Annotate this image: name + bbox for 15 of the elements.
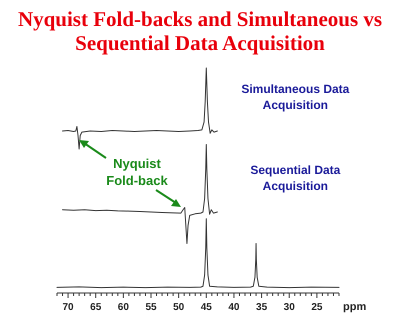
text: Simultaneous Data Acquisition: [241, 82, 350, 112]
x-tick-label: 40: [228, 302, 240, 313]
x-tick-label: 45: [200, 302, 212, 313]
text: Sequential Data Acquisition: [250, 163, 341, 193]
x-tick-label: 70: [62, 302, 74, 313]
x-tick-label: 55: [145, 302, 157, 313]
chart-title: Nyquist Fold-backs and Simultaneous vs Sequential Data Acquisition: [18, 7, 382, 55]
annotation: Nyquist Fold-back: [106, 156, 168, 188]
x-tick-label: 25: [311, 302, 323, 313]
x-tick-label: 35: [256, 302, 268, 313]
x-axis-title: ppm: [343, 301, 366, 313]
x-tick-label: 50: [173, 302, 185, 313]
x-tick-label: 65: [90, 302, 102, 313]
x-tick-label: 30: [284, 302, 296, 313]
x-tick-label: 60: [118, 302, 130, 313]
